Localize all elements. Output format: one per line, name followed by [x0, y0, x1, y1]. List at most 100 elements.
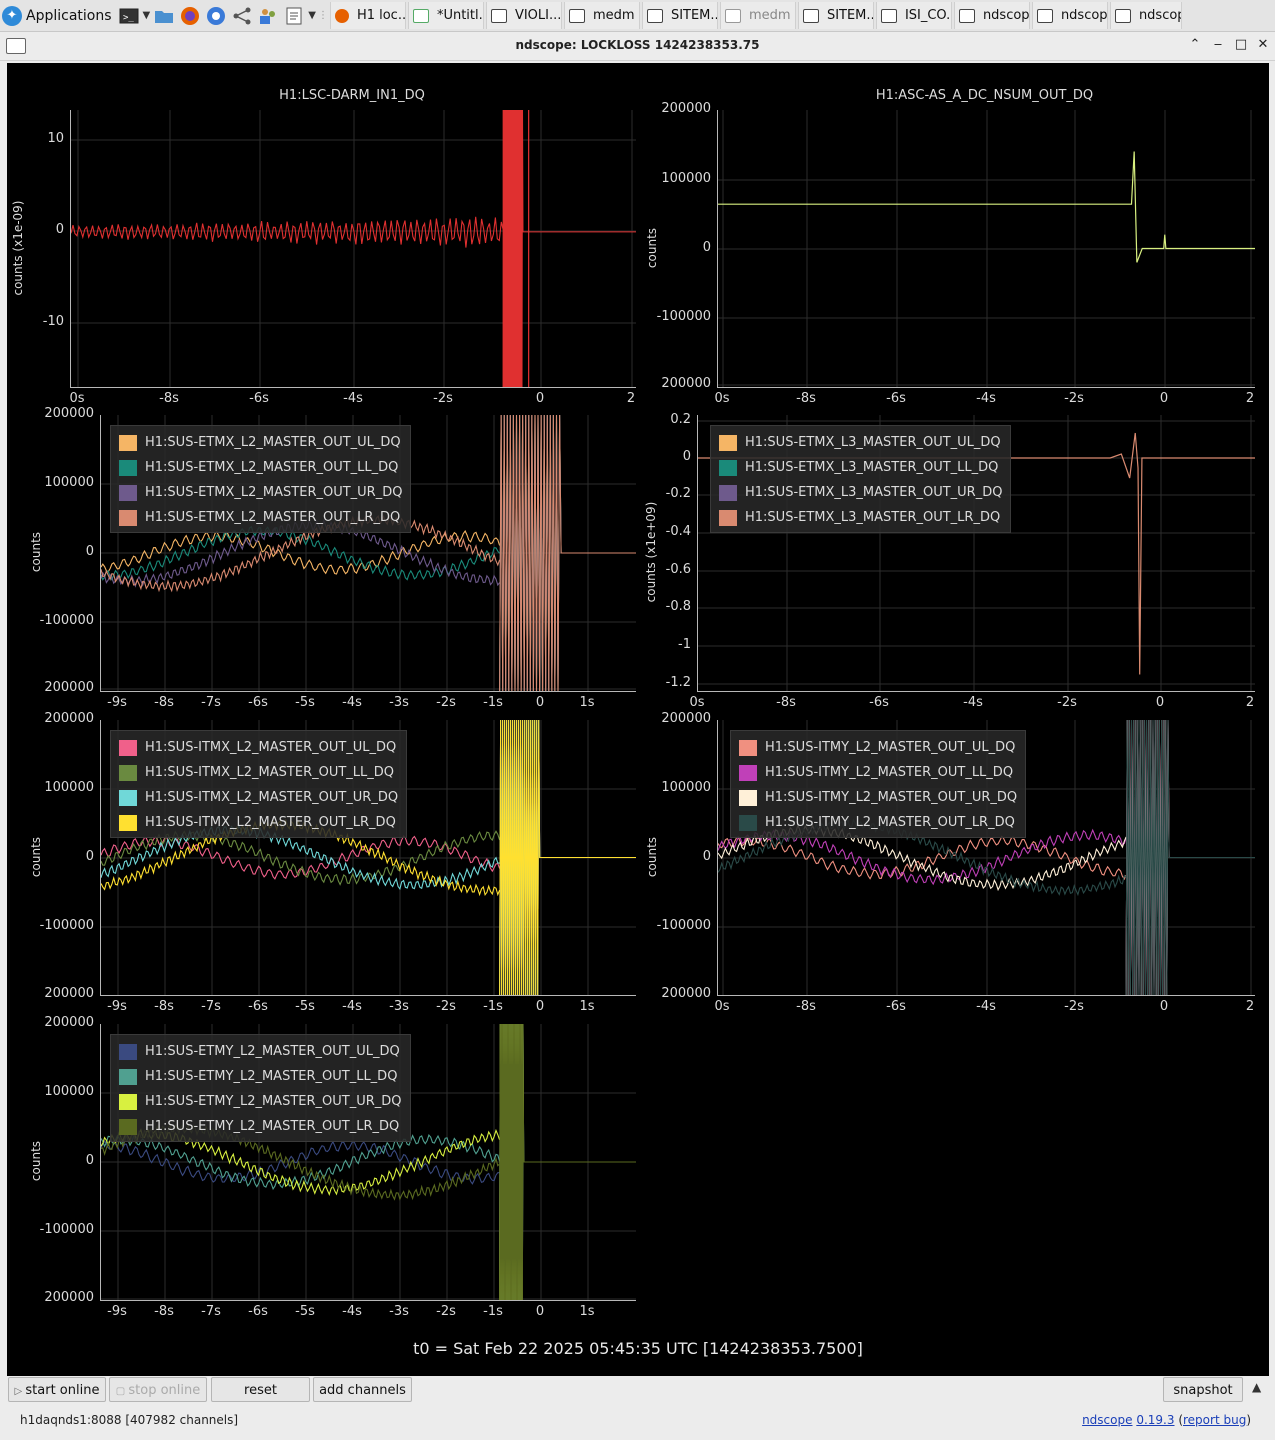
legend-label: H1:SUS-ITMX_L2_MASTER_OUT_UR_DQ — [145, 790, 399, 805]
file-manager-icon[interactable] — [153, 5, 175, 27]
x-tick-label: -6s — [249, 391, 269, 406]
legend-label: H1:SUS-ETMX_L3_MASTER_OUT_UL_DQ — [745, 435, 1001, 450]
legend-swatch — [119, 814, 137, 831]
plot-canvas[interactable]: H1:LSC-DARM_IN1_DQ counts (x1e-09) 10 0 -10 0… — [7, 63, 1269, 1376]
legend-item: H1:SUS-ETMX_L3_MASTER_OUT_LL_DQ — [719, 455, 1002, 480]
legend-item: H1:SUS-ITMY_L2_MASTER_OUT_LR_DQ — [739, 810, 1017, 835]
plot-area[interactable] — [697, 415, 1255, 692]
series-trace — [101, 530, 501, 575]
stop-icon: ▢ — [115, 1386, 129, 1397]
taskbar-task[interactable]: VIOLI... — [485, 2, 562, 29]
y-tick-label: 200000 — [44, 711, 94, 726]
legend-swatch — [719, 434, 737, 451]
y-tick-label: -100000 — [39, 1222, 94, 1237]
legend-item: H1:SUS-ETMX_L3_MASTER_OUT_UR_DQ — [719, 480, 1002, 505]
close-icon[interactable]: ✕ — [1257, 37, 1269, 52]
legend-swatch — [739, 814, 757, 831]
series-trace — [101, 835, 501, 880]
x-tick-label: -1s — [483, 695, 503, 710]
y-tick-label: -100000 — [656, 309, 711, 324]
legend-item: H1:SUS-ETMX_L2_MASTER_OUT_UL_DQ — [119, 430, 402, 455]
firefox-icon[interactable] — [179, 5, 201, 27]
x-tick-label: -2s — [436, 695, 456, 710]
add-channels-button[interactable]: add channels — [313, 1377, 412, 1402]
taskbar-task[interactable]: SITEM... — [641, 2, 718, 29]
firefox-icon — [334, 8, 349, 23]
snapshot-button[interactable]: snapshot — [1163, 1377, 1243, 1402]
taskbar-task[interactable]: ndscop... — [953, 2, 1030, 29]
legend-item: H1:SUS-ETMY_L2_MASTER_OUT_UR_DQ — [119, 1089, 402, 1114]
x-tick-label: -5s — [295, 999, 315, 1014]
legend-item: H1:SUS-ITMX_L2_MASTER_OUT_LL_DQ — [119, 760, 398, 785]
taskbar-task[interactable]: medm — [563, 2, 640, 29]
x-tick-label: -4s — [976, 999, 996, 1014]
plot-area[interactable] — [70, 110, 636, 388]
legend-item: H1:SUS-ETMY_L2_MASTER_OUT_LR_DQ — [119, 1114, 402, 1139]
legend-label: H1:SUS-ITMX_L2_MASTER_OUT_LL_DQ — [145, 765, 395, 780]
legend-swatch — [739, 739, 757, 756]
legend-label: H1:SUS-ETMY_L2_MASTER_OUT_UR_DQ — [145, 1094, 402, 1109]
x-tick-label: -6s — [869, 695, 889, 710]
chromium-icon[interactable] — [205, 5, 227, 27]
legend-swatch — [119, 509, 137, 526]
y-tick-label: 100000 — [44, 780, 94, 795]
legend-label: H1:SUS-ITMX_L2_MASTER_OUT_LR_DQ — [145, 815, 396, 830]
legend-label: H1:SUS-ETMY_L2_MASTER_OUT_UL_DQ — [145, 1044, 400, 1059]
taskbar-task[interactable]: *Untitl... — [407, 2, 484, 29]
applications-menu[interactable]: ✦ Applications — [0, 0, 116, 31]
report-bug-link[interactable]: report bug — [1183, 1413, 1247, 1427]
legend-item: H1:SUS-ETMY_L2_MASTER_OUT_UL_DQ — [119, 1039, 402, 1064]
x-tick-label: -4s — [963, 695, 983, 710]
y-tick-label: -100000 — [39, 918, 94, 933]
series-trace — [718, 835, 1127, 881]
chevron-down-icon[interactable]: ▼ — [308, 10, 316, 21]
ndscope-link[interactable]: ndscope — [1082, 1413, 1133, 1427]
plot-title: H1:LSC-DARM_IN1_DQ — [279, 88, 425, 103]
start-online-button[interactable]: ▷ start online — [8, 1377, 106, 1402]
taskbar-task[interactable]: ISI_CO... — [875, 2, 952, 29]
plot-svg — [718, 110, 1255, 387]
expand-up-icon[interactable]: ▲ — [1252, 1380, 1262, 1394]
x-tick-label: -7s — [201, 695, 221, 710]
y-tick-label: -10 — [42, 314, 64, 329]
legend-swatch — [119, 1068, 137, 1085]
x-tick-label: 2 — [626, 391, 636, 406]
maximize-icon[interactable]: □ — [1234, 37, 1248, 52]
x-tick-label: -4s — [342, 999, 362, 1014]
plot-area[interactable] — [100, 415, 636, 692]
text-editor-icon[interactable] — [283, 5, 305, 27]
y-tick-label: 0 — [682, 449, 691, 464]
reset-button[interactable]: reset — [211, 1377, 310, 1402]
legend-item: H1:SUS-ETMY_L2_MASTER_OUT_LL_DQ — [119, 1064, 402, 1089]
series-trace — [101, 513, 501, 593]
chevron-down-icon[interactable]: ▼ — [142, 10, 151, 21]
window-icon — [1114, 8, 1131, 23]
x-tick-label: -4s — [342, 695, 362, 710]
x-tick-label: -8s — [796, 999, 816, 1014]
taskbar-task-active[interactable]: ndscop — [1109, 2, 1182, 29]
y-tick-label: 0 — [702, 849, 711, 864]
legend-swatch — [119, 1118, 137, 1135]
applications-logo-icon: ✦ — [2, 5, 22, 26]
window-menu-icon[interactable] — [6, 38, 26, 54]
x-tick-label: -9s — [107, 695, 127, 710]
taskbar-task[interactable]: SITEM... — [797, 2, 874, 29]
x-tick-label: 0 — [1155, 695, 1165, 710]
share-icon[interactable] — [231, 5, 253, 27]
x-tick-label: -3s — [389, 999, 409, 1014]
shade-window-icon[interactable]: ⌃ — [1189, 37, 1201, 52]
y-tick-label: 0 — [85, 544, 94, 559]
version-link[interactable]: 0.19.3 — [1136, 1413, 1175, 1427]
taskbar-task[interactable]: H1 loc... — [329, 2, 406, 29]
users-icon[interactable] — [257, 5, 279, 27]
y-tick-label: 100000 — [661, 171, 711, 186]
legend-label: H1:SUS-ETMX_L2_MASTER_OUT_LR_DQ — [145, 510, 401, 525]
taskbar-task[interactable]: medm — [719, 2, 796, 29]
minimize-icon[interactable]: ‒ — [1213, 37, 1223, 52]
plot-area[interactable] — [717, 110, 1255, 388]
taskbar-task[interactable]: ndscop... — [1031, 2, 1108, 29]
window-icon — [724, 8, 741, 23]
x-tick-label: -6s — [248, 1304, 268, 1319]
y-tick-label: -0.8 — [665, 599, 691, 614]
terminal-launcher-icon[interactable]: >_ — [118, 5, 140, 27]
